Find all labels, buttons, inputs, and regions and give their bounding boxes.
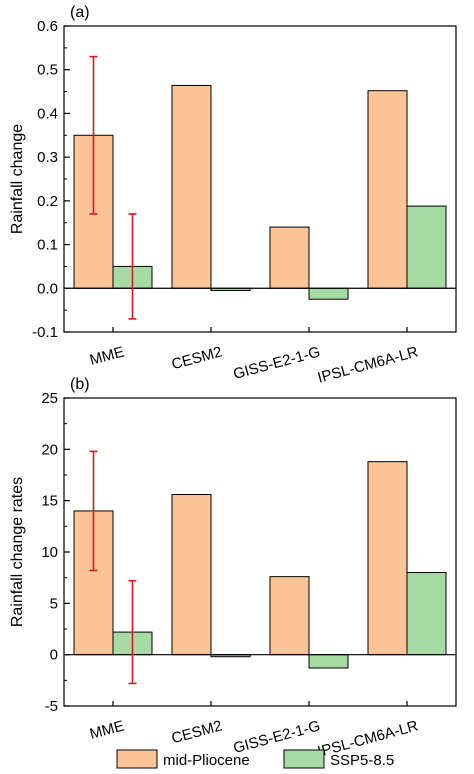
panel-b-ylabel: Rainfall change rates — [9, 477, 26, 627]
panel-b-bar-ssp585-2 — [308, 654, 349, 669]
panel-b-ytick-label-5: 20 — [41, 441, 58, 458]
legend-label-mid-pliocene: mid-Pliocene — [163, 752, 250, 769]
panel-a-ytick-label-2: 0.1 — [37, 237, 58, 254]
panel-b-bar-mid-pliocene-3 — [367, 461, 408, 656]
panel-a-ylabel: Rainfall change — [9, 124, 26, 234]
legend-swatch-mid-pliocene — [116, 749, 158, 769]
panel-a-ytick-label-0: -0.1 — [32, 324, 58, 341]
panel-a-ytick-label-3: 0.2 — [37, 193, 58, 210]
panel-b-ytick-label-0: -5 — [45, 698, 58, 715]
legend: mid-Pliocene SSP5-8.5 — [116, 749, 394, 769]
panel-b-ytick-label-4: 15 — [41, 493, 58, 510]
panel-a-category-label-3: IPSL-CM6A-LR — [316, 343, 420, 386]
panel-a-bar-ssp585-2 — [308, 287, 349, 300]
legend-label-ssp585: SSP5-8.5 — [330, 752, 394, 769]
panel-a-bar-mid-pliocene-2 — [269, 226, 310, 289]
panel-b-bar-mid-pliocene-2 — [269, 576, 310, 656]
panel-a-chart: -0.1 0.0 0.1 0.2 0.3 0.4 0.5 0.6 MME CESM2 GISS-E2… — [9, 4, 457, 387]
panel-b-bar-ssp585-3 — [406, 572, 447, 656]
panel-a-ytick-label-1: 0.0 — [37, 280, 58, 297]
panel-a-ytick-label-5: 0.4 — [37, 105, 58, 122]
panel-a-category-label-2: GISS-E2-1-G — [231, 343, 322, 383]
panel-b-bar-mid-pliocene-1 — [171, 494, 212, 656]
panel-a-ytick-label-4: 0.3 — [37, 149, 58, 166]
legend-swatch-ssp585 — [283, 749, 325, 769]
panel-b-label: (b) — [70, 376, 90, 393]
panel-b-ytick-label-3: 10 — [41, 544, 58, 561]
panel-a-ytick-label-6: 0.5 — [37, 62, 58, 79]
panel-a-bar-mid-pliocene-3 — [367, 90, 408, 289]
panel-b-ytick-label-6: 25 — [41, 390, 58, 407]
panel-b-category-label-0: MME — [88, 717, 126, 742]
panel-a-category-label-1: CESM2 — [170, 343, 224, 373]
panel-b-category-label-1: CESM2 — [170, 717, 224, 747]
panel-a-ytick-label-7: 0.6 — [37, 18, 58, 35]
panel-b-ytick-label-2: 5 — [50, 595, 58, 612]
panel-a-category-label-0: MME — [88, 343, 126, 368]
panel-b-ytick-label-1: 0 — [50, 647, 58, 664]
panel-a-bar-ssp585-3 — [406, 205, 447, 289]
panel-a-bar-mid-pliocene-1 — [171, 84, 212, 289]
panel-a-label: (a) — [70, 4, 90, 21]
